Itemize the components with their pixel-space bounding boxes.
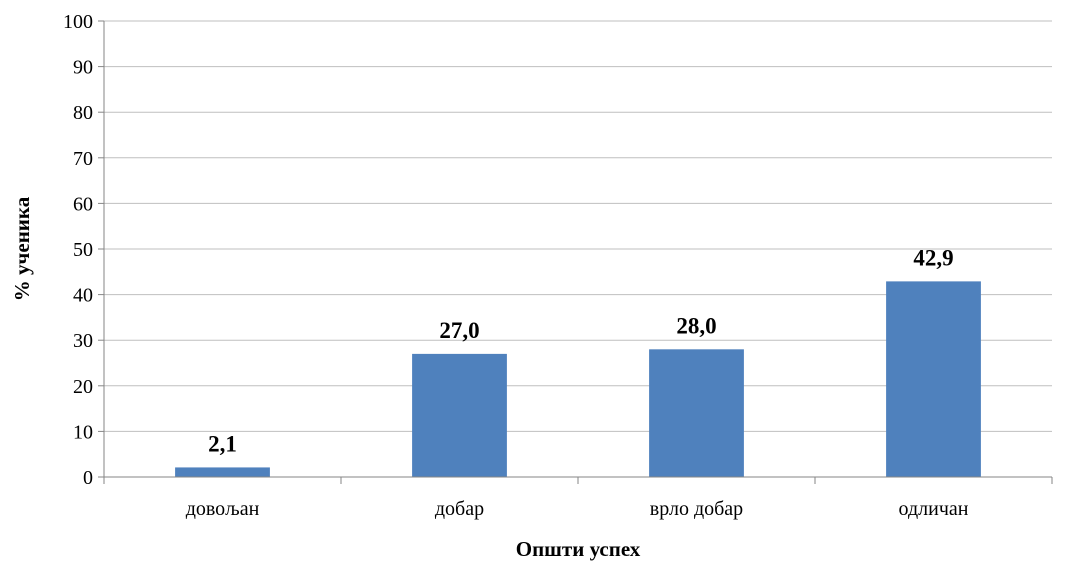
x-tick-labels: довољан добар врло добар одличан [186, 498, 969, 520]
axes [98, 20, 1053, 484]
bar-0 [175, 467, 270, 477]
x-axis-title: Општи успех [516, 537, 641, 561]
x-tick-label: врло добар [650, 498, 743, 520]
y-tick-label: 100 [63, 11, 93, 33]
y-axis-title: % ученика [10, 196, 34, 301]
x-tick-label: добар [435, 498, 484, 520]
y-tick-label: 0 [83, 467, 93, 489]
y-tick-label: 20 [73, 376, 93, 398]
data-label: 27,0 [439, 318, 479, 343]
data-label: 42,9 [913, 245, 953, 270]
data-label: 28,0 [676, 313, 716, 338]
y-tick-labels: 0 10 20 30 40 50 60 70 80 90 100 [63, 11, 93, 489]
bar-2 [649, 349, 744, 477]
y-tick-label: 10 [73, 421, 93, 443]
bars [175, 281, 981, 477]
x-tick-label: одличан [899, 498, 969, 520]
data-label: 2,1 [208, 431, 237, 456]
bar-3 [886, 281, 981, 477]
gridlines [104, 20, 1052, 432]
y-tick-label: 70 [73, 148, 93, 170]
y-tick-label: 40 [73, 285, 93, 307]
bar-1 [412, 353, 507, 477]
y-tick-label: 30 [73, 330, 93, 352]
data-labels: 2,1 27,0 28,0 42,9 [208, 245, 954, 456]
y-tick-label: 60 [73, 193, 93, 215]
y-tick-label: 50 [73, 239, 93, 261]
y-tick-label: 80 [73, 102, 93, 124]
y-tick-label: 90 [73, 57, 93, 79]
x-tick-label: довољан [186, 498, 260, 520]
